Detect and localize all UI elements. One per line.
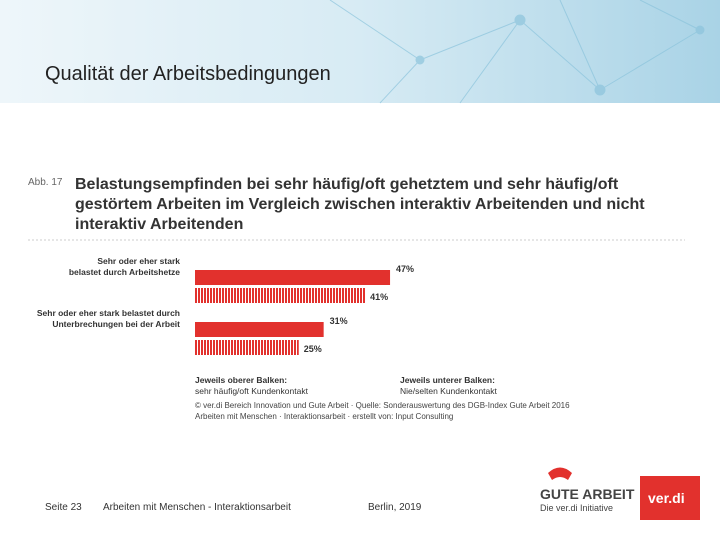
value-label: 47%: [396, 264, 415, 274]
source-note: Arbeiten mit Menschen · Interaktionsarbe…: [195, 412, 454, 421]
category-label: Sehr oder eher stark belastet durch Arbe…: [68, 256, 180, 277]
legend-heading: Jeweils unterer Balken:: [400, 375, 495, 385]
value-label: 25%: [303, 344, 322, 354]
bar: [195, 340, 299, 355]
bar: [195, 270, 391, 285]
legend-entry: Nie/selten Kundenkontakt: [400, 386, 497, 396]
footer-page: Seite 23: [45, 502, 82, 513]
gute-arbeit-icon: [548, 467, 572, 480]
figure-label: Abb. 17: [28, 177, 63, 188]
category-label: Sehr oder eher stark belastet durch Unte…: [36, 308, 180, 329]
slide-title: Qualität der Arbeitsbedingungen: [45, 63, 331, 85]
header-band: [0, 0, 720, 103]
initiative-text: Die ver.di Initiative: [540, 503, 614, 513]
source-note: © ver.di Bereich Innovation und Gute Arb…: [195, 401, 570, 410]
value-label: 41%: [370, 292, 389, 302]
legend-entry: sehr häufig/oft Kundenkontakt: [195, 386, 308, 396]
network-decoration: [329, 0, 705, 104]
footer-date: Berlin, 2019: [368, 502, 422, 513]
verdi-logo: [640, 476, 700, 520]
gute-arbeit-text: GUTE ARBEIT: [540, 486, 635, 502]
bar: [195, 322, 324, 337]
value-label: 31%: [329, 316, 348, 326]
footer-topic: Arbeiten mit Menschen - Interaktionsarbe…: [103, 502, 291, 513]
bar: [195, 288, 366, 303]
verdi-text: ver.di: [648, 490, 685, 506]
legend-heading: Jeweils oberer Balken:: [195, 375, 288, 385]
chart-title: Belastungsempfinden bei sehr häufig/oft …: [75, 176, 645, 233]
